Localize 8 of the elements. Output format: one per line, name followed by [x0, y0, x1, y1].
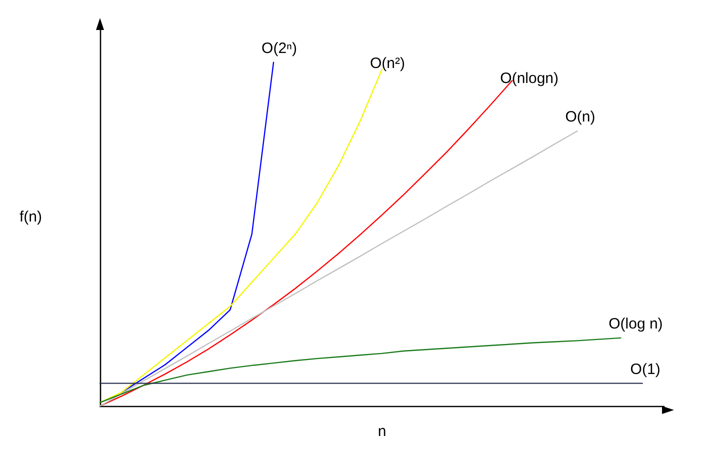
series-label: O(nlogn) — [500, 70, 559, 87]
series-label: O(n²) — [370, 54, 405, 72]
series-label: O(log n) — [608, 315, 663, 332]
x-axis-title: n — [378, 423, 386, 440]
series-label: O(2ⁿ) — [262, 40, 298, 57]
series-label: O(1) — [630, 360, 660, 378]
series-label: O(n) — [565, 108, 596, 126]
y-axis-title: f(n) — [20, 208, 42, 226]
